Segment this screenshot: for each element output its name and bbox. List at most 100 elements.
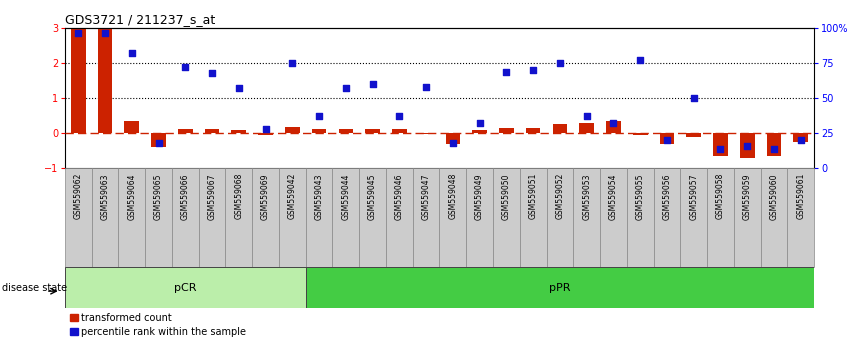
Bar xyxy=(279,168,306,267)
Text: GSM559062: GSM559062 xyxy=(74,173,83,219)
Bar xyxy=(65,267,306,308)
Point xyxy=(392,114,406,119)
Text: GSM559054: GSM559054 xyxy=(609,173,617,219)
Bar xyxy=(204,129,219,133)
Point xyxy=(473,121,487,126)
Bar xyxy=(125,121,139,133)
Point xyxy=(232,86,246,91)
Text: GSM559067: GSM559067 xyxy=(208,173,216,219)
Point xyxy=(178,65,192,70)
Bar xyxy=(573,168,600,267)
Bar xyxy=(681,168,707,267)
Bar xyxy=(306,267,814,308)
Point xyxy=(446,140,460,146)
Bar xyxy=(526,128,540,133)
Legend: transformed count, percentile rank within the sample: transformed count, percentile rank withi… xyxy=(70,313,247,337)
Point xyxy=(419,84,433,90)
Text: GSM559065: GSM559065 xyxy=(154,173,163,219)
Bar xyxy=(445,133,460,144)
Point xyxy=(794,137,808,143)
Bar xyxy=(225,168,252,267)
Point xyxy=(633,58,647,63)
Text: GSM559045: GSM559045 xyxy=(368,173,377,219)
Bar xyxy=(606,121,621,133)
Bar xyxy=(499,128,514,133)
Bar xyxy=(466,168,493,267)
Bar xyxy=(600,168,627,267)
Text: GSM559052: GSM559052 xyxy=(555,173,565,219)
Bar xyxy=(660,133,675,144)
Point xyxy=(527,67,540,73)
Text: GSM559061: GSM559061 xyxy=(796,173,805,219)
Point xyxy=(205,70,219,76)
Bar xyxy=(793,133,808,142)
Bar xyxy=(520,168,546,267)
Point xyxy=(579,114,593,119)
Bar xyxy=(579,124,594,133)
Point xyxy=(98,30,112,35)
Bar xyxy=(312,129,326,133)
Bar xyxy=(472,130,487,133)
Bar xyxy=(392,129,407,133)
Bar xyxy=(766,133,781,156)
Text: GDS3721 / 211237_s_at: GDS3721 / 211237_s_at xyxy=(65,13,215,26)
Text: GSM559055: GSM559055 xyxy=(636,173,644,219)
Bar xyxy=(231,130,246,133)
Bar xyxy=(172,168,198,267)
Bar xyxy=(71,28,86,133)
Bar xyxy=(734,168,760,267)
Text: GSM559048: GSM559048 xyxy=(449,173,457,219)
Point xyxy=(125,51,139,56)
Bar xyxy=(713,133,727,156)
Bar xyxy=(413,168,439,267)
Text: GSM559050: GSM559050 xyxy=(502,173,511,219)
Text: GSM559059: GSM559059 xyxy=(743,173,752,219)
Bar xyxy=(152,133,166,147)
Point xyxy=(365,81,379,87)
Bar xyxy=(787,168,814,267)
Bar xyxy=(98,28,113,133)
Bar xyxy=(740,133,754,158)
Point xyxy=(500,69,514,74)
Bar xyxy=(654,168,681,267)
Bar xyxy=(686,133,701,137)
Bar xyxy=(92,168,119,267)
Text: GSM559043: GSM559043 xyxy=(314,173,324,219)
Bar xyxy=(252,168,279,267)
Bar xyxy=(306,168,333,267)
Point xyxy=(606,121,620,126)
Bar xyxy=(285,127,300,133)
Bar xyxy=(333,168,359,267)
Bar xyxy=(359,168,386,267)
Text: GSM559064: GSM559064 xyxy=(127,173,136,219)
Text: GSM559042: GSM559042 xyxy=(288,173,297,219)
Point xyxy=(286,61,300,66)
Text: GSM559069: GSM559069 xyxy=(262,173,270,219)
Bar xyxy=(493,168,520,267)
Point xyxy=(687,95,701,101)
Text: pCR: pCR xyxy=(174,282,197,293)
Text: GSM559051: GSM559051 xyxy=(528,173,538,219)
Text: GSM559044: GSM559044 xyxy=(341,173,351,219)
Text: GSM559047: GSM559047 xyxy=(422,173,430,219)
Text: GSM559056: GSM559056 xyxy=(662,173,671,219)
Bar xyxy=(198,168,225,267)
Text: GSM559053: GSM559053 xyxy=(582,173,591,219)
Point xyxy=(714,146,727,152)
Point xyxy=(740,143,754,149)
Point xyxy=(71,30,85,35)
Bar xyxy=(365,129,380,133)
Text: GSM559063: GSM559063 xyxy=(100,173,110,219)
Text: GSM559066: GSM559066 xyxy=(181,173,190,219)
Point xyxy=(553,61,567,66)
Bar xyxy=(419,133,434,134)
Bar xyxy=(633,133,648,135)
Bar xyxy=(178,129,193,133)
Bar xyxy=(627,168,654,267)
Point xyxy=(767,146,781,152)
Text: GSM559057: GSM559057 xyxy=(689,173,698,219)
Bar xyxy=(439,168,466,267)
Point xyxy=(660,137,674,143)
Point xyxy=(259,126,273,132)
Point xyxy=(312,114,326,119)
